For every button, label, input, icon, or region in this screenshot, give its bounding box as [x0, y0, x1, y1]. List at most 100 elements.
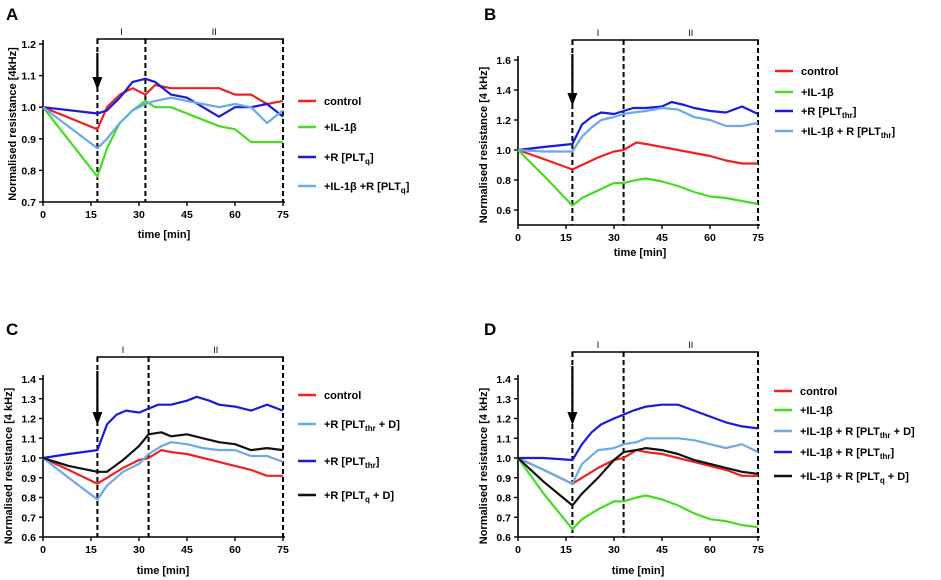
y-tick-label: 0.8	[21, 165, 36, 177]
x-axis-title: time [min]	[612, 565, 665, 577]
x-tick-label: 0	[515, 232, 521, 244]
x-tick-label: 60	[704, 232, 716, 244]
y-tick-label: 0.8	[21, 493, 36, 505]
x-tick-label: 0	[40, 544, 46, 556]
y-tick-label: 0.8	[496, 175, 511, 187]
panel-letter: B	[484, 5, 496, 24]
stimulus-arrow-icon	[567, 412, 578, 425]
y-tick-label: 1.0	[21, 102, 36, 114]
x-tick-label: 30	[608, 544, 620, 556]
series-line	[517, 141, 758, 171]
phase-bracket	[622, 351, 759, 357]
y-tick-label: 0.6	[496, 532, 511, 544]
panel-letter: C	[6, 320, 18, 339]
x-tick-label: 30	[133, 544, 145, 556]
phase-bracket	[571, 39, 625, 45]
y-tick-label: 1.2	[496, 115, 511, 127]
series-line	[517, 457, 759, 531]
x-tick-label: 75	[277, 209, 289, 221]
panel-a: A Normalised resistance [4kHz] time [min…	[6, 5, 410, 241]
y-tick-label: 1.4	[496, 85, 511, 97]
y-axis-title: Normalised resistance [4 kHz]	[478, 387, 490, 544]
y-tick-label: 0.9	[21, 473, 36, 485]
phase-bracket	[96, 356, 150, 362]
phase-label: I	[597, 340, 600, 350]
x-tick-label: 0	[515, 544, 521, 556]
legend-label: +R [PLTq + D]	[324, 490, 394, 504]
panel-b: B Normalised resistance [4 kHz] time [mi…	[478, 5, 896, 259]
y-tick-label: 1.4	[21, 374, 36, 386]
x-tick-label: 0	[40, 209, 46, 221]
x-tick-label: 75	[752, 232, 764, 244]
phase-label: I	[122, 345, 125, 355]
series-line	[42, 96, 284, 150]
panel-d: D Normalised resistance [4 kHz] time [mi…	[478, 320, 915, 577]
y-tick-label: 0.9	[496, 473, 511, 485]
y-axis-title: Normalised resistance [4kHz]	[7, 47, 19, 201]
phase-label: I	[120, 27, 123, 37]
panel-letter: A	[6, 5, 18, 24]
series-line	[42, 395, 284, 460]
x-tick-label: 60	[229, 209, 241, 221]
x-axis-title: time [min]	[138, 229, 191, 241]
stimulus-arrow-icon	[567, 93, 578, 106]
legend-label: control	[324, 390, 361, 402]
x-axis-title: time [min]	[614, 247, 667, 259]
legend-label: control	[800, 386, 837, 398]
series-line	[42, 441, 284, 501]
x-tick-label: 30	[133, 209, 145, 221]
series-line	[517, 447, 759, 507]
phase-label: I	[597, 28, 600, 38]
phase-bracket	[96, 38, 147, 44]
y-tick-label: 1.0	[496, 145, 511, 157]
panel-letter: D	[484, 320, 496, 339]
y-tick-label: 0.7	[496, 512, 511, 524]
x-tick-label: 75	[277, 544, 289, 556]
y-tick-label: 0.6	[496, 205, 511, 217]
plot-area: 0.60.81.01.21.41.60 15 30 45 60 75I II	[496, 28, 764, 244]
stimulus-arrow-icon	[92, 412, 103, 425]
series-line	[42, 77, 284, 118]
phase-label: II	[688, 28, 693, 38]
x-tick-label: 15	[85, 209, 97, 221]
stimulus-arrow-icon	[92, 77, 103, 90]
legend: control +IL-1β +R [PLTq] +IL-1β +R [PLTq]	[298, 96, 410, 195]
series-line	[42, 431, 284, 473]
series-line	[42, 99, 283, 178]
y-tick-label: 1.2	[21, 39, 36, 51]
panel-c: C Normalised resistance [4 kHz] time [mi…	[3, 320, 400, 577]
legend-label: +IL-1β + R [PLTq + D]	[800, 471, 909, 485]
legend-label: +R [PLTthr]	[801, 106, 857, 120]
x-tick-label: 75	[752, 544, 764, 556]
legend-label: +R [PLTthr + D]	[324, 419, 400, 433]
y-tick-label: 1.1	[496, 433, 511, 445]
y-tick-label: 1.0	[21, 453, 36, 465]
phase-bracket	[144, 38, 284, 44]
y-tick-label: 1.3	[21, 394, 36, 406]
x-tick-label: 60	[229, 544, 241, 556]
y-axis-title: Normalised resistance [4 kHz]	[478, 66, 490, 223]
y-tick-label: 0.9	[21, 134, 36, 146]
series-line	[517, 106, 759, 153]
x-tick-label: 45	[181, 209, 193, 221]
phase-label: II	[213, 345, 218, 355]
series-line	[518, 403, 759, 462]
y-tick-label: 1.0	[496, 453, 511, 465]
y-axis-title: Normalised resistance [4 kHz]	[3, 387, 15, 544]
y-tick-label: 1.1	[21, 71, 36, 83]
phase-bracket	[622, 39, 759, 45]
y-tick-label: 1.6	[496, 55, 511, 67]
legend-label: +IL-1β	[801, 87, 834, 99]
y-tick-label: 1.4	[496, 374, 511, 386]
legend-label: +IL-1β + R [PLTthr + D]	[800, 426, 915, 440]
plot-area: 0.60.70.80.91.01.11.21.31.40 15 30 45 60 75I I…	[496, 340, 764, 556]
series-line	[517, 437, 759, 485]
y-tick-label: 0.6	[21, 532, 36, 544]
legend-label: +IL-1β + R [PLTthr]	[801, 126, 896, 140]
x-tick-label: 15	[560, 544, 572, 556]
series-line	[42, 83, 284, 131]
x-tick-label: 30	[608, 232, 620, 244]
phase-bracket	[571, 351, 625, 357]
y-tick-label: 1.2	[496, 414, 511, 426]
